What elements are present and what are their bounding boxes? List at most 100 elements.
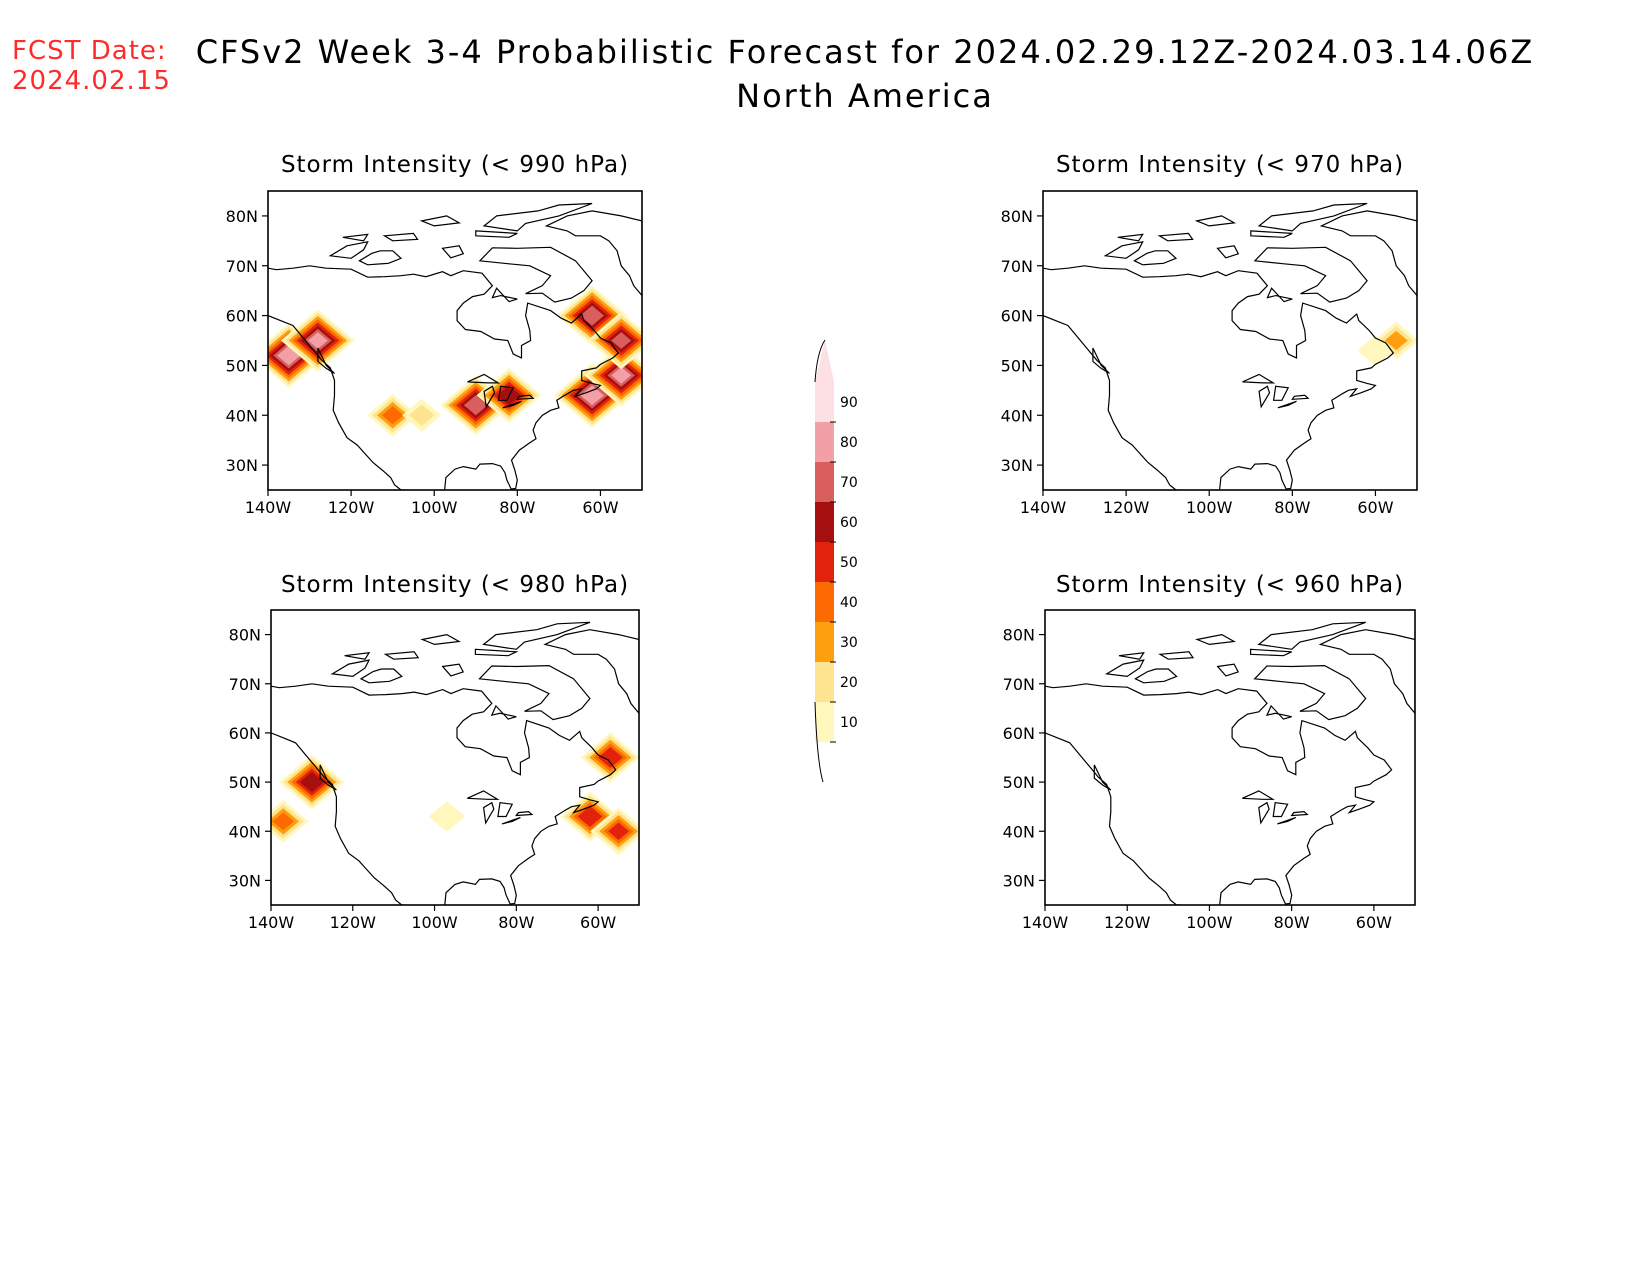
colorbar-label: 50 <box>840 555 858 571</box>
lake-outline <box>1242 790 1275 800</box>
lon-tick-label: 100W <box>411 498 458 517</box>
lake-outline <box>516 394 535 400</box>
lat-tick-label: 60N <box>1003 724 1035 743</box>
lon-tick-label: 140W <box>245 498 292 517</box>
island-outline <box>359 668 403 684</box>
island-outline <box>317 347 335 374</box>
lake-outline <box>1277 816 1297 825</box>
coastline-east <box>1045 683 1393 905</box>
lon-tick-label: 60W <box>580 913 616 932</box>
coastlines <box>271 621 639 905</box>
colorbar-label: 70 <box>840 475 858 491</box>
lat-tick-label: 30N <box>1001 456 1033 475</box>
lat-tick-label: 40N <box>1001 406 1033 425</box>
shade-cell <box>428 801 465 832</box>
coastline-west <box>271 732 406 905</box>
lon-tick-label: 80W <box>1274 913 1310 932</box>
island-outline <box>358 250 403 266</box>
figure-title-line2: North America <box>736 77 994 115</box>
shade-cell <box>308 332 328 349</box>
lon-tick-label: 120W <box>330 913 377 932</box>
lake-outline <box>467 373 501 384</box>
lat-tick-label: 60N <box>229 724 261 743</box>
coastline-greenland <box>1319 210 1417 297</box>
island-outline <box>319 764 337 791</box>
panel-title: Storm Intensity (< 980 hPa) <box>281 572 629 598</box>
lon-tick-label: 140W <box>248 913 295 932</box>
lat-tick-label: 70N <box>1001 257 1033 276</box>
lake-outline <box>1291 394 1310 400</box>
lat-tick-label: 50N <box>1003 773 1035 792</box>
lon-tick-label: 120W <box>328 498 375 517</box>
coastline-west <box>1045 732 1181 905</box>
coastline-east <box>271 683 617 905</box>
lat-tick-label: 30N <box>229 871 261 890</box>
lon-tick-label: 60W <box>1357 498 1393 517</box>
panel-title: Storm Intensity (< 960 hPa) <box>1056 572 1404 598</box>
colorbar-segment <box>815 382 834 422</box>
lat-tick-label: 80N <box>1001 207 1033 226</box>
colorbar: 10 20 30 40 50 60 70 80 90 <box>814 339 858 783</box>
colorbar-segment <box>815 422 834 462</box>
colorbar-bottom-edge <box>814 701 824 783</box>
shade-cell <box>277 345 301 366</box>
lat-tick-label: 80N <box>229 626 261 645</box>
shade-cell <box>408 404 435 426</box>
colorbar-label: 90 <box>840 395 858 411</box>
coastline-greenland <box>544 210 642 297</box>
island-outline <box>342 233 369 242</box>
island-outline <box>1117 233 1144 242</box>
panel-frame <box>270 609 640 906</box>
island-outline <box>491 287 518 303</box>
colorbar-segment <box>815 622 834 662</box>
lon-tick-label: 60W <box>582 498 618 517</box>
island-outline <box>1093 764 1112 791</box>
lake-outline <box>501 816 521 825</box>
coastline-west <box>1043 315 1181 490</box>
lon-tick-label: 100W <box>1186 498 1233 517</box>
shade-cell <box>611 332 632 349</box>
island-outline <box>1194 215 1237 227</box>
colorbar-label: 30 <box>840 635 858 651</box>
colorbar-cap-edge <box>814 339 826 383</box>
lake-outline <box>1290 810 1309 817</box>
panel-frame <box>267 190 643 491</box>
lake-outline <box>502 400 522 409</box>
island-outline <box>383 651 420 660</box>
lat-tick-label: 60N <box>1001 307 1033 326</box>
lon-tick-label: 80W <box>499 498 535 517</box>
lake-outline <box>497 385 515 401</box>
lake-outline <box>1242 373 1276 384</box>
forecast-date-value: 2024.02.15 <box>12 66 171 96</box>
lon-tick-label: 80W <box>498 913 534 932</box>
lake-outline <box>515 810 534 817</box>
shade-cell <box>580 305 605 326</box>
lat-tick-label: 50N <box>226 356 258 375</box>
lake-outline <box>1272 802 1289 818</box>
island-outline <box>1257 621 1366 650</box>
lon-tick-label: 120W <box>1104 913 1151 932</box>
lon-tick-label: 100W <box>411 913 458 932</box>
lat-tick-label: 80N <box>1003 626 1035 645</box>
forecast-date-label: FCST Date: <box>12 36 167 66</box>
lake-outline <box>482 801 495 825</box>
lat-tick-label: 40N <box>229 822 261 841</box>
lat-tick-label: 70N <box>1003 675 1035 694</box>
island-outline <box>490 704 517 720</box>
probability-shading <box>1357 321 1417 366</box>
shade-cell <box>299 771 325 793</box>
island-outline <box>1250 648 1292 657</box>
colorbar-label: 20 <box>840 675 858 691</box>
lon-tick-label: 120W <box>1103 498 1150 517</box>
island-outline <box>441 663 465 677</box>
lake-outline <box>1277 400 1297 409</box>
panel-title: Storm Intensity (< 990 hPa) <box>281 152 629 178</box>
panel-title: Storm Intensity (< 970 hPa) <box>1056 152 1404 178</box>
island-outline <box>419 215 462 227</box>
lat-tick-label: 30N <box>1003 871 1035 890</box>
lat-tick-label: 70N <box>226 257 258 276</box>
shade-cell <box>597 747 623 768</box>
island-outline <box>1253 664 1367 721</box>
lon-tick-label: 140W <box>1020 498 1067 517</box>
